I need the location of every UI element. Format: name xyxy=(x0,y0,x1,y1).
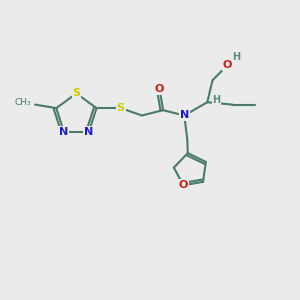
Text: CH₃: CH₃ xyxy=(15,98,31,107)
Text: O: O xyxy=(155,84,164,94)
Text: H: H xyxy=(232,52,240,62)
Text: O: O xyxy=(178,180,188,190)
Text: S: S xyxy=(117,103,125,113)
Text: S: S xyxy=(72,88,80,98)
Text: O: O xyxy=(223,60,232,70)
Text: N: N xyxy=(180,110,189,121)
Text: N: N xyxy=(59,127,69,137)
Text: H: H xyxy=(212,95,220,105)
Text: N: N xyxy=(84,127,94,137)
